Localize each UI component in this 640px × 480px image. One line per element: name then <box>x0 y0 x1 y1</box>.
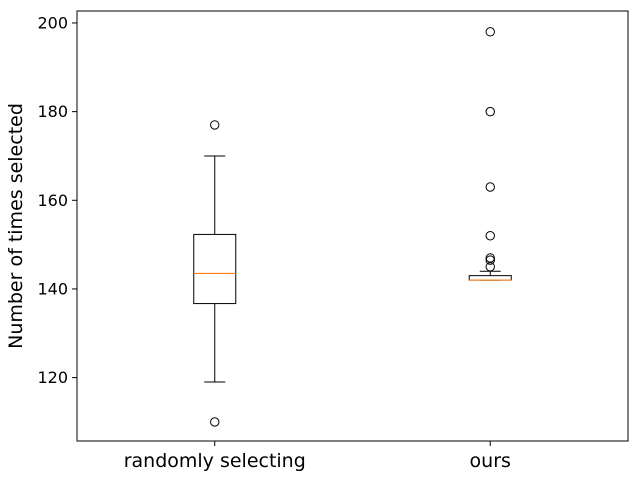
y-tick-label-120: 120 <box>37 368 68 387</box>
plot-area: 120 140 160 180 200 randomly selecting ours <box>37 10 629 472</box>
y-tick-label-140: 140 <box>37 279 68 298</box>
outlier-1-6 <box>485 262 495 272</box>
y-axis-title: Number of times selected <box>5 103 27 349</box>
plot-frame <box>76 10 629 442</box>
outlier-0-0 <box>210 120 220 130</box>
x-tick-label-1: ours <box>470 450 511 472</box>
outlier-1-5 <box>485 255 495 265</box>
outlier-1-3 <box>485 231 495 241</box>
y-tick-label-200: 200 <box>37 13 68 32</box>
outlier-0-1 <box>210 417 220 427</box>
y-tick-label-180: 180 <box>37 102 68 121</box>
y-tick-label-160: 160 <box>37 191 68 210</box>
outlier-1-1 <box>485 106 495 117</box>
outlier-1-0 <box>485 27 495 37</box>
x-tick-label-0: randomly selecting <box>124 450 306 472</box>
box-0 <box>193 233 237 305</box>
outlier-1-2 <box>485 182 495 192</box>
